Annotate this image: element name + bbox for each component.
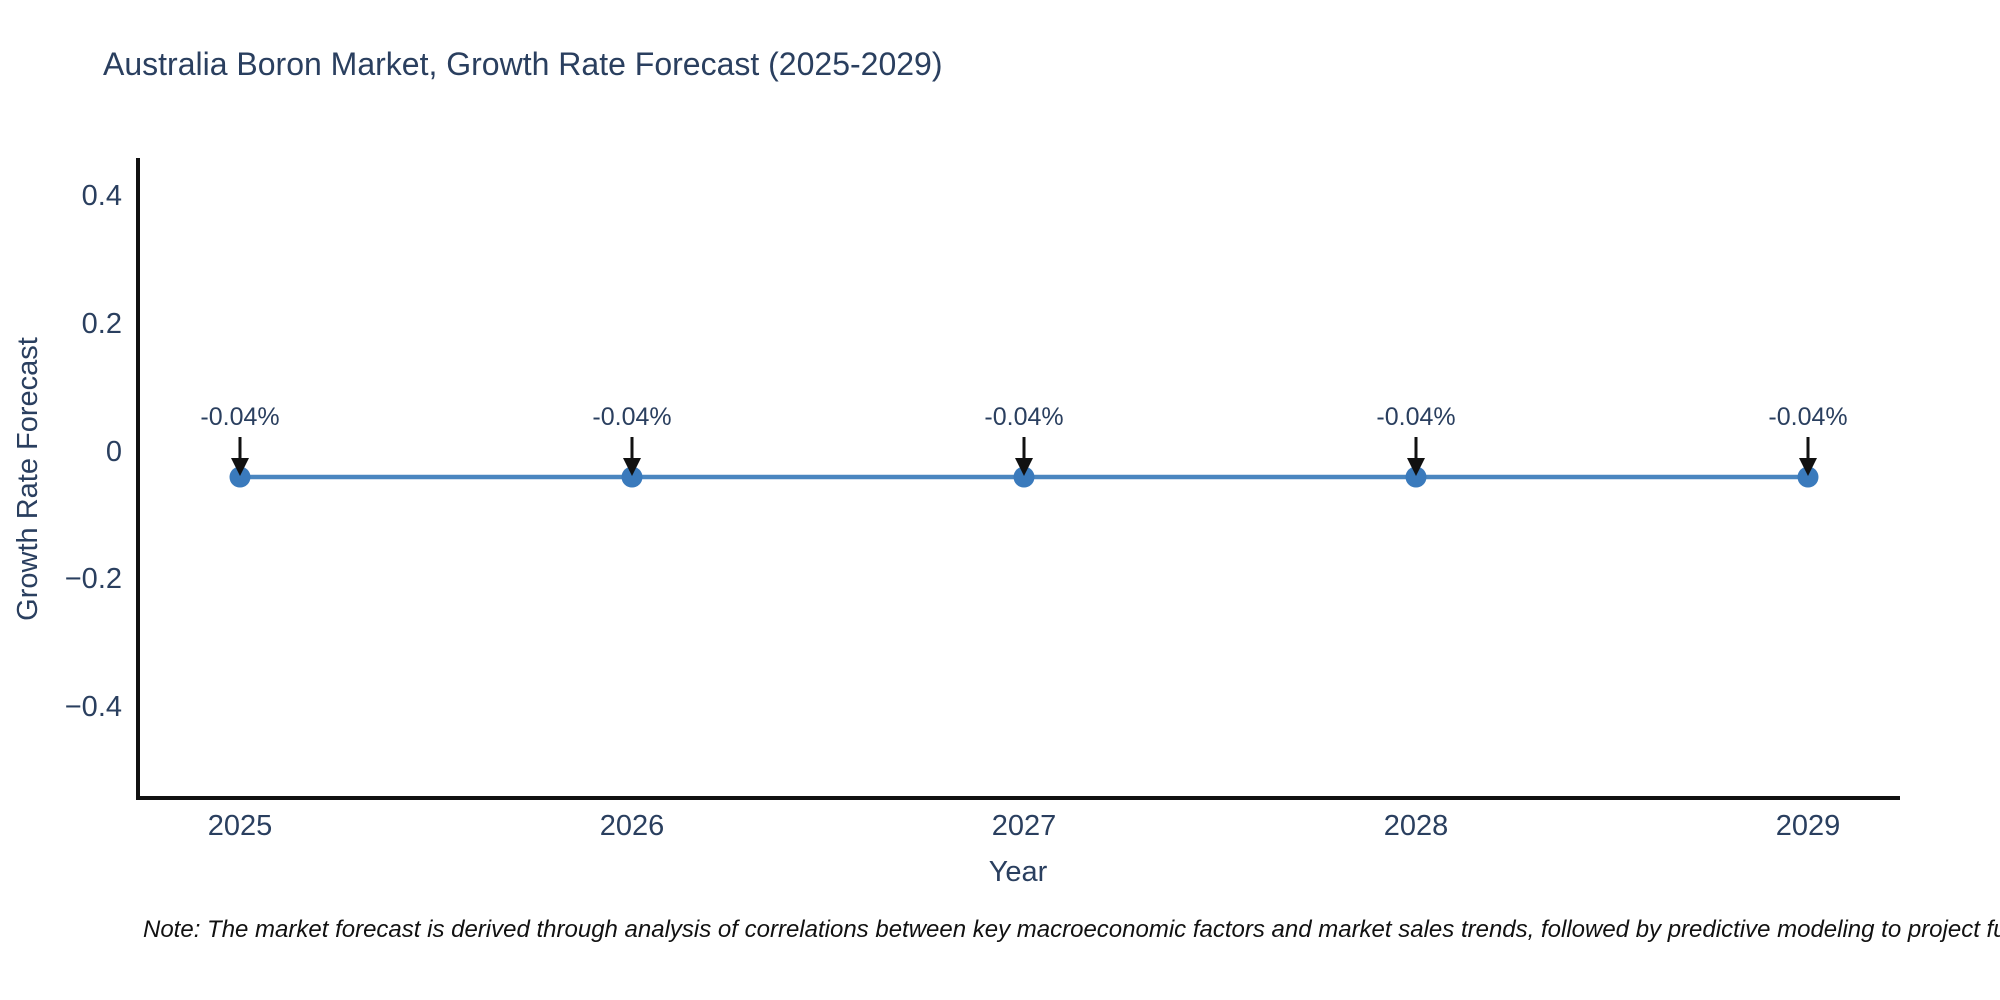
footnote: Note: The market forecast is derived thr… bbox=[143, 916, 2000, 943]
annotation-arrowhead bbox=[1015, 458, 1033, 476]
y-tick-label: 0.2 bbox=[81, 307, 122, 340]
point-annotation: -0.04% bbox=[200, 403, 280, 431]
chart-title: Australia Boron Market, Growth Rate Fore… bbox=[103, 46, 943, 82]
annotation-arrowhead bbox=[623, 458, 641, 476]
x-tick-label: 2027 bbox=[991, 810, 1057, 842]
point-annotation: -0.04% bbox=[984, 403, 1064, 431]
data-point-marker bbox=[1405, 466, 1427, 488]
x-axis-title: Year bbox=[988, 856, 1048, 888]
y-tick-label: 0 bbox=[105, 435, 122, 468]
point-annotation: -0.04% bbox=[1376, 403, 1456, 431]
data-point-marker bbox=[229, 466, 251, 488]
point-annotation: -0.04% bbox=[592, 403, 672, 431]
x-tick-label: 2026 bbox=[599, 810, 665, 842]
x-tick-label: 2028 bbox=[1383, 810, 1449, 842]
y-tick-label: −0.2 bbox=[64, 563, 122, 596]
data-point-marker bbox=[1013, 466, 1035, 488]
y-tick-label: −0.4 bbox=[64, 691, 122, 723]
annotation-arrowhead bbox=[231, 458, 249, 476]
annotation-arrowhead bbox=[1407, 458, 1425, 476]
y-tick-label: 0.4 bbox=[81, 180, 122, 212]
annotation-arrowhead bbox=[1799, 458, 1817, 476]
data-point-marker bbox=[1797, 466, 1819, 488]
point-annotation: -0.04% bbox=[1768, 403, 1848, 431]
x-tick-label: 2029 bbox=[1775, 810, 1841, 842]
x-tick-label: 2025 bbox=[207, 810, 273, 842]
data-point-marker bbox=[621, 466, 643, 488]
